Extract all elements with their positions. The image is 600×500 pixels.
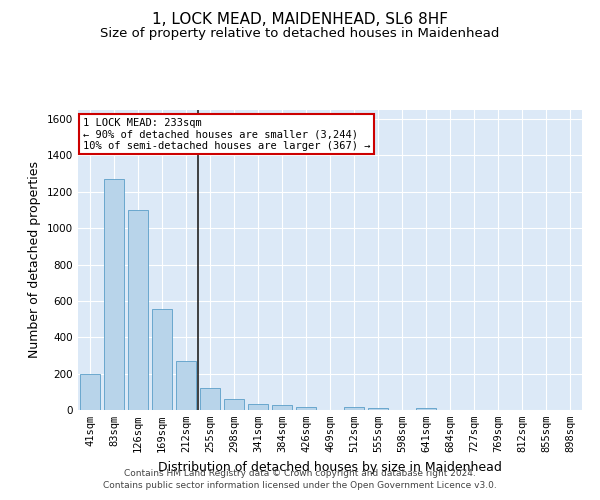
Bar <box>368 408 388 410</box>
Text: Contains public sector information licensed under the Open Government Licence v3: Contains public sector information licen… <box>103 481 497 490</box>
Bar <box>344 408 364 410</box>
Bar <box>272 406 292 410</box>
Bar <box>128 210 148 410</box>
Bar <box>152 310 172 410</box>
Bar <box>104 179 124 410</box>
Text: Contains HM Land Registry data © Crown copyright and database right 2024.: Contains HM Land Registry data © Crown c… <box>124 468 476 477</box>
Text: Size of property relative to detached houses in Maidenhead: Size of property relative to detached ho… <box>100 28 500 40</box>
Y-axis label: Number of detached properties: Number of detached properties <box>28 162 41 358</box>
Bar <box>80 374 100 410</box>
Text: 1, LOCK MEAD, MAIDENHEAD, SL6 8HF: 1, LOCK MEAD, MAIDENHEAD, SL6 8HF <box>152 12 448 28</box>
Bar <box>224 399 244 410</box>
X-axis label: Distribution of detached houses by size in Maidenhead: Distribution of detached houses by size … <box>158 460 502 473</box>
Bar <box>296 407 316 410</box>
Bar <box>176 362 196 410</box>
Bar <box>200 388 220 410</box>
Text: 1 LOCK MEAD: 233sqm
← 90% of detached houses are smaller (3,244)
10% of semi-det: 1 LOCK MEAD: 233sqm ← 90% of detached ho… <box>83 118 371 150</box>
Bar <box>416 408 436 410</box>
Bar <box>248 404 268 410</box>
